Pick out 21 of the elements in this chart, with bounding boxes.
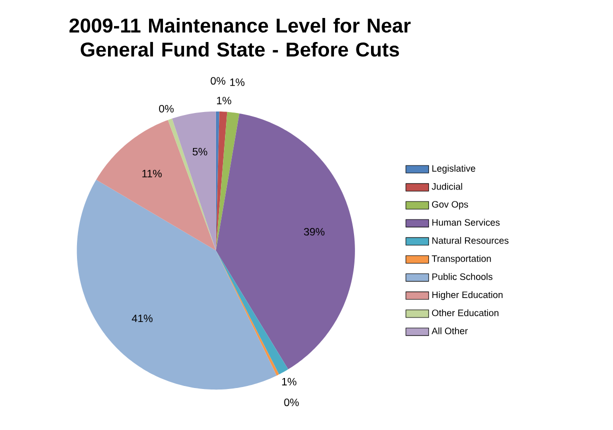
legend-label: Higher Education	[432, 291, 503, 300]
data-label: 0%	[210, 76, 226, 84]
legend-label: Natural Resources	[432, 236, 508, 244]
data-label: 0%	[284, 398, 299, 406]
chart-title: 2009-11 Maintenance Level for Near General Fund State - Before Cuts	[69, 18, 411, 56]
data-label: 1%	[217, 96, 232, 104]
data-label: 1%	[282, 378, 296, 386]
legend-label: Other Education	[432, 309, 498, 316]
data-label: 39%	[304, 228, 325, 236]
legend-label: Legislative	[432, 164, 476, 174]
legend-label: Transportation	[432, 254, 491, 264]
data-label: 41%	[132, 314, 153, 322]
data-label: 0%	[159, 104, 174, 112]
data-label: 11%	[142, 170, 162, 178]
legend-label: Gov Ops	[432, 200, 468, 210]
data-label: 5%	[192, 148, 208, 156]
legend-label: Public Schools	[432, 272, 492, 280]
legend-label: Human Services	[432, 218, 500, 226]
data-label: 1%	[230, 78, 244, 86]
legend-label: All Other	[432, 327, 468, 334]
legend-label: Judicial	[432, 182, 462, 190]
